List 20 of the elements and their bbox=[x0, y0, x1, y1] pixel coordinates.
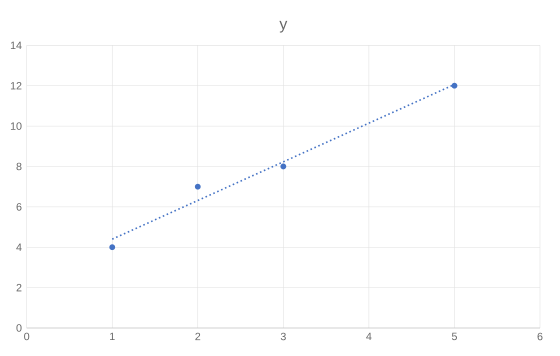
x-tick-label: 5 bbox=[452, 332, 457, 340]
y-tick-label: 6 bbox=[16, 203, 22, 211]
x-tick-label: 6 bbox=[538, 332, 542, 340]
point bbox=[452, 82, 458, 89]
y-tick-label: 8 bbox=[16, 162, 22, 170]
y-tick-label: 12 bbox=[10, 82, 22, 90]
point bbox=[194, 184, 201, 190]
chart-title: y bbox=[279, 20, 288, 33]
y-tick-label: 4 bbox=[16, 244, 22, 251]
point bbox=[109, 244, 116, 250]
x-tick-label: 4 bbox=[366, 332, 372, 340]
y-tick-label: 14 bbox=[10, 42, 22, 49]
x-tick-label: 2 bbox=[195, 332, 200, 340]
point bbox=[280, 164, 286, 170]
x-tick-label: 0 bbox=[24, 332, 30, 340]
y-tick-label: 2 bbox=[16, 284, 22, 292]
x-tick-label: 1 bbox=[110, 332, 115, 340]
x-tick-label: 3 bbox=[280, 332, 286, 340]
y-tick-label: 0 bbox=[16, 324, 22, 332]
y-tick-label: 10 bbox=[10, 122, 22, 130]
